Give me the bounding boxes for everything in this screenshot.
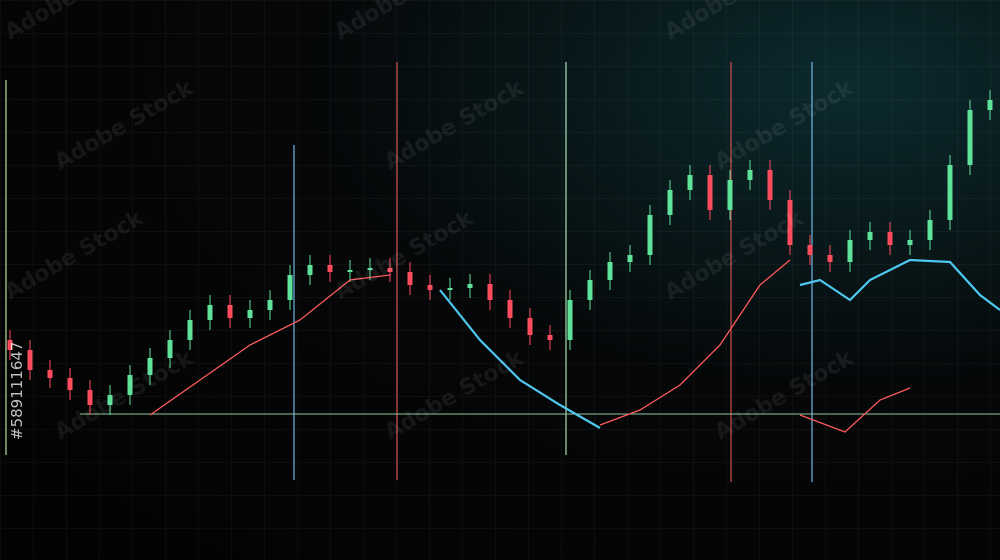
indicator-line — [149, 274, 391, 416]
candle-body — [467, 284, 473, 288]
candle-body — [787, 200, 793, 245]
candle-body — [987, 100, 993, 110]
candle-body — [767, 170, 773, 200]
candle-body — [107, 395, 113, 405]
candle-body — [347, 270, 353, 272]
candle-body — [67, 378, 73, 390]
candle-body — [687, 175, 693, 190]
candle-body — [187, 320, 193, 340]
candle-body — [427, 285, 433, 290]
candle-body — [127, 375, 133, 395]
candle-body — [7, 340, 13, 350]
candle-body — [907, 240, 913, 245]
candle-body — [647, 215, 653, 255]
stock-id: #589111647 — [8, 342, 26, 440]
candle-body — [447, 288, 453, 290]
candle-body — [407, 272, 413, 285]
candle-body — [387, 268, 393, 272]
candle-body — [167, 340, 173, 358]
candle-body — [327, 265, 333, 272]
candle-body — [207, 305, 213, 320]
candle-body — [547, 335, 553, 340]
candle-body — [147, 358, 153, 375]
candle-body — [367, 268, 373, 270]
candle-body — [47, 370, 53, 378]
candle-body — [27, 350, 33, 370]
candle-body — [527, 318, 533, 335]
dividers — [5, 62, 1000, 482]
candle-body — [247, 310, 253, 318]
candle-body — [707, 175, 713, 210]
candle-body — [927, 220, 933, 240]
candle-body — [567, 300, 573, 340]
candle-body — [847, 240, 853, 262]
indicator-line — [799, 258, 1000, 311]
candle-body — [607, 262, 613, 280]
candle-body — [867, 232, 873, 240]
candle-body — [747, 170, 753, 180]
candle-body — [87, 390, 93, 405]
candle-body — [967, 110, 973, 165]
candle-body — [827, 255, 833, 262]
candle-body — [947, 165, 953, 220]
candle-body — [507, 300, 513, 318]
indicator-line — [439, 289, 601, 429]
candle-body — [727, 180, 733, 210]
candle-body — [887, 232, 893, 245]
candle-body — [287, 275, 293, 300]
indicator-line — [799, 387, 911, 433]
indicator-line — [599, 259, 791, 426]
candle-body — [807, 245, 813, 255]
candle-body — [307, 265, 313, 275]
candle-body — [587, 280, 593, 300]
candle-body — [487, 284, 493, 300]
candle-body — [667, 190, 673, 215]
candle-body — [267, 300, 273, 310]
candle-body — [227, 305, 233, 318]
candle-body — [627, 255, 633, 262]
